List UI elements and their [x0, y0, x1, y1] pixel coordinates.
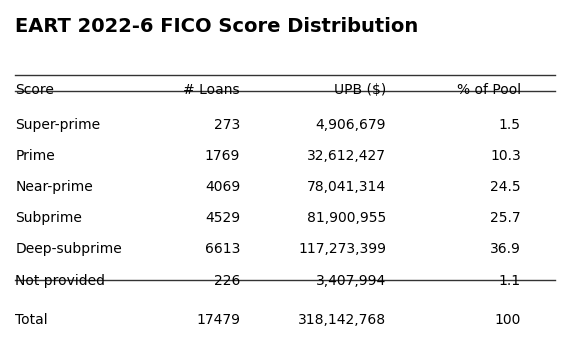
Text: Super-prime: Super-prime — [15, 118, 100, 131]
Text: Prime: Prime — [15, 149, 55, 163]
Text: 32,612,427: 32,612,427 — [307, 149, 386, 163]
Text: 10.3: 10.3 — [490, 149, 521, 163]
Text: Subprime: Subprime — [15, 211, 82, 225]
Text: 4,906,679: 4,906,679 — [316, 118, 386, 131]
Text: 1.1: 1.1 — [499, 274, 521, 288]
Text: EART 2022-6 FICO Score Distribution: EART 2022-6 FICO Score Distribution — [15, 17, 418, 36]
Text: 273: 273 — [214, 118, 240, 131]
Text: 117,273,399: 117,273,399 — [298, 242, 386, 256]
Text: 17479: 17479 — [196, 313, 240, 327]
Text: 1.5: 1.5 — [499, 118, 521, 131]
Text: Deep-subprime: Deep-subprime — [15, 242, 122, 256]
Text: % of Pool: % of Pool — [457, 83, 521, 97]
Text: 1769: 1769 — [205, 149, 240, 163]
Text: 78,041,314: 78,041,314 — [307, 180, 386, 194]
Text: 6613: 6613 — [205, 242, 240, 256]
Text: 318,142,768: 318,142,768 — [298, 313, 386, 327]
Text: 100: 100 — [495, 313, 521, 327]
Text: Score: Score — [15, 83, 54, 97]
Text: 226: 226 — [214, 274, 240, 288]
Text: 3,407,994: 3,407,994 — [316, 274, 386, 288]
Text: 81,900,955: 81,900,955 — [307, 211, 386, 225]
Text: Not provided: Not provided — [15, 274, 105, 288]
Text: 4069: 4069 — [205, 180, 240, 194]
Text: 25.7: 25.7 — [490, 211, 521, 225]
Text: 4529: 4529 — [205, 211, 240, 225]
Text: 36.9: 36.9 — [490, 242, 521, 256]
Text: Near-prime: Near-prime — [15, 180, 93, 194]
Text: Total: Total — [15, 313, 48, 327]
Text: UPB ($): UPB ($) — [334, 83, 386, 97]
Text: 24.5: 24.5 — [490, 180, 521, 194]
Text: # Loans: # Loans — [184, 83, 240, 97]
